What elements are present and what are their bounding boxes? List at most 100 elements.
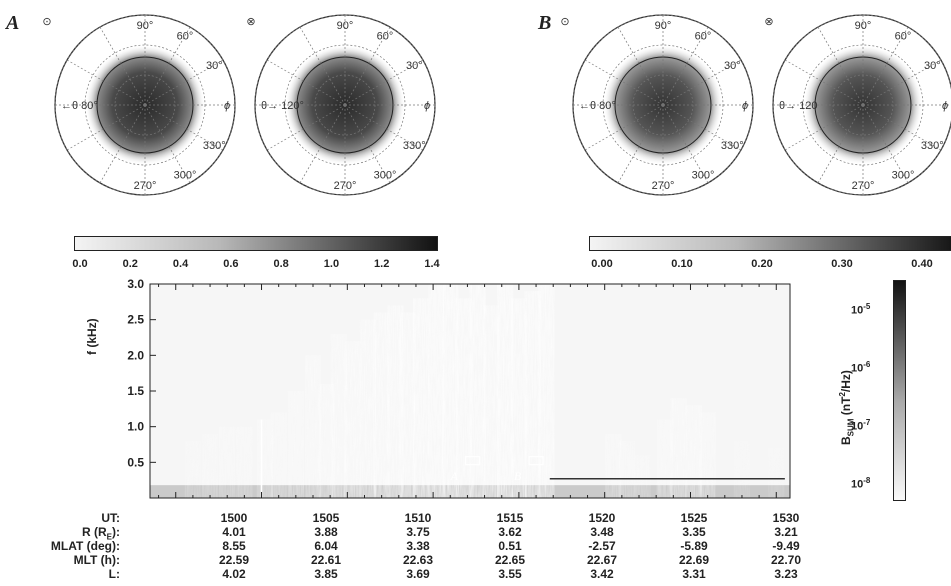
polar-spoke: [817, 104, 864, 184]
polar-spoke: [662, 59, 742, 106]
burst-column: [412, 298, 430, 498]
ephemeris-row-label: R (RE):: [81, 525, 120, 542]
polar-b-right: 90° 60° 30° 330° 300° 270° ϕ θ→ 120 ⊗: [764, 14, 951, 196]
burst-column: [344, 341, 361, 498]
spectrogram-colorbar: [893, 280, 906, 501]
polar-spoke: [66, 104, 146, 151]
colorbar-tick-label: 10-8: [851, 476, 870, 491]
ephemeris-value: 3.75: [406, 525, 430, 539]
ephemeris-value: 1525: [680, 511, 708, 525]
ephemeris-value: 3.23: [774, 567, 798, 581]
burst-column: [399, 312, 416, 498]
polar-spoke: [662, 104, 742, 151]
burst-column: [219, 426, 236, 498]
polar-spoke: [862, 26, 909, 106]
ephemeris-value: 4.02: [222, 567, 246, 581]
annotation-label: B: [514, 469, 522, 483]
burst-column: [685, 405, 703, 498]
ephemeris-value: 3.31: [682, 567, 706, 581]
azimuth-label: 300°: [174, 169, 197, 181]
polar-spoke: [617, 104, 664, 184]
colorbar-tick-label: 10-6: [851, 360, 870, 375]
polar-spoke: [266, 59, 346, 106]
colorbar-a: [74, 236, 438, 251]
burst-column: [287, 391, 304, 498]
ephemeris-value: 22.63: [402, 553, 434, 567]
burst-column: [359, 319, 377, 498]
polar-spoke: [299, 104, 346, 184]
burst-column: [699, 412, 716, 498]
colorbar-tick-base: 10: [851, 478, 864, 491]
azimuth-label: 270°: [134, 180, 157, 192]
colorbar-tick-exponent: -7: [863, 418, 871, 427]
ephemeris-value: -2.57: [588, 539, 616, 553]
burst-column: [538, 284, 555, 498]
colorbar-b: [589, 236, 951, 251]
colorbar-tick-label: 10-7: [851, 418, 870, 433]
ephemeris-row-label: MLT (h):: [73, 553, 120, 567]
theta-label: ←θ 80°: [579, 100, 616, 112]
ephemeris-value: 1510: [404, 511, 432, 525]
ephemeris-value: 22.69: [678, 553, 710, 567]
burst-column: [469, 284, 486, 498]
colorbar-a-tick: 1.4: [424, 258, 440, 270]
ephemeris-value: 6.04: [314, 539, 338, 553]
burst-column: [330, 333, 347, 498]
colorbar-a-tick: 0.2: [122, 258, 138, 270]
azimuth-label: 330°: [721, 140, 744, 152]
azimuth-label: 330°: [403, 140, 426, 152]
polar-spoke: [662, 26, 709, 106]
y-tick-label: 1.0: [127, 420, 144, 434]
burst-column: [373, 312, 390, 498]
burst-column: [201, 433, 219, 498]
azimuth-label: 90°: [855, 20, 872, 32]
ephemeris-row-label: UT:: [101, 511, 120, 525]
azimuth-label: 60°: [695, 31, 712, 43]
ephemeris-row-label: L:: [108, 567, 120, 581]
burst-column: [497, 284, 514, 498]
y-tick-label: 2.5: [127, 313, 144, 327]
annotation-label: A: [450, 469, 459, 483]
burst-column: [428, 284, 445, 498]
polar-a-right: 90° 60° 30° 330° 300° 270° ϕ θ→ 120° ⊗: [246, 14, 436, 196]
panel-b-label: B: [538, 12, 552, 34]
ephemeris-value: 3.55: [498, 567, 522, 581]
ephemeris-value: 22.61: [310, 553, 342, 567]
burst-column: [184, 440, 202, 498]
polar-spoke: [662, 104, 709, 184]
colorbar-a-tick: 1.0: [323, 258, 340, 270]
colorbar-b-tick: 0.40: [911, 258, 933, 270]
ephemeris-value: -5.89: [680, 539, 708, 553]
ephemeris-value: 22.65: [494, 553, 526, 567]
colorbar-tick-exponent: -8: [863, 476, 871, 485]
burst-column: [670, 398, 687, 498]
colorbar-tick-base: 10: [851, 362, 864, 375]
ephemeris-value: 1520: [588, 511, 616, 525]
analysis-box-a: [464, 455, 481, 466]
ephemeris-value: 3.62: [498, 525, 522, 539]
ephemeris-value: 4.01: [222, 525, 246, 539]
azimuth-label: 60°: [895, 31, 912, 43]
burst-column: [442, 284, 459, 498]
polar-spoke: [144, 26, 191, 106]
azimuth-label: 60°: [177, 31, 194, 43]
ephemeris-row-label: MLAT (deg):: [50, 539, 120, 553]
azimuth-label: 330°: [921, 140, 944, 152]
polar-spoke: [299, 26, 346, 106]
colorbar-a-tick: 1.2: [374, 258, 390, 270]
burst-column: [605, 433, 622, 498]
ephemeris-value: 3.35: [682, 525, 706, 539]
parallel-field-icon: ⊙: [560, 16, 569, 28]
azimuth-label: 330°: [203, 140, 226, 152]
azimuth-label: 90°: [655, 20, 672, 32]
polar-spoke: [144, 104, 191, 184]
y-axis-label: f (kHz): [85, 318, 99, 355]
theta-label: θ→ 120: [779, 100, 818, 112]
colorbar-tick-exponent: -5: [863, 302, 871, 311]
polar-spoke: [99, 104, 146, 184]
polar-spoke: [584, 104, 664, 151]
colorbar-b-tick: 0.20: [751, 258, 773, 270]
ephemeris-value: 22.59: [218, 553, 250, 567]
azimuth-label: 90°: [137, 20, 154, 32]
colorbar-tick-label: 10-5: [851, 302, 870, 317]
